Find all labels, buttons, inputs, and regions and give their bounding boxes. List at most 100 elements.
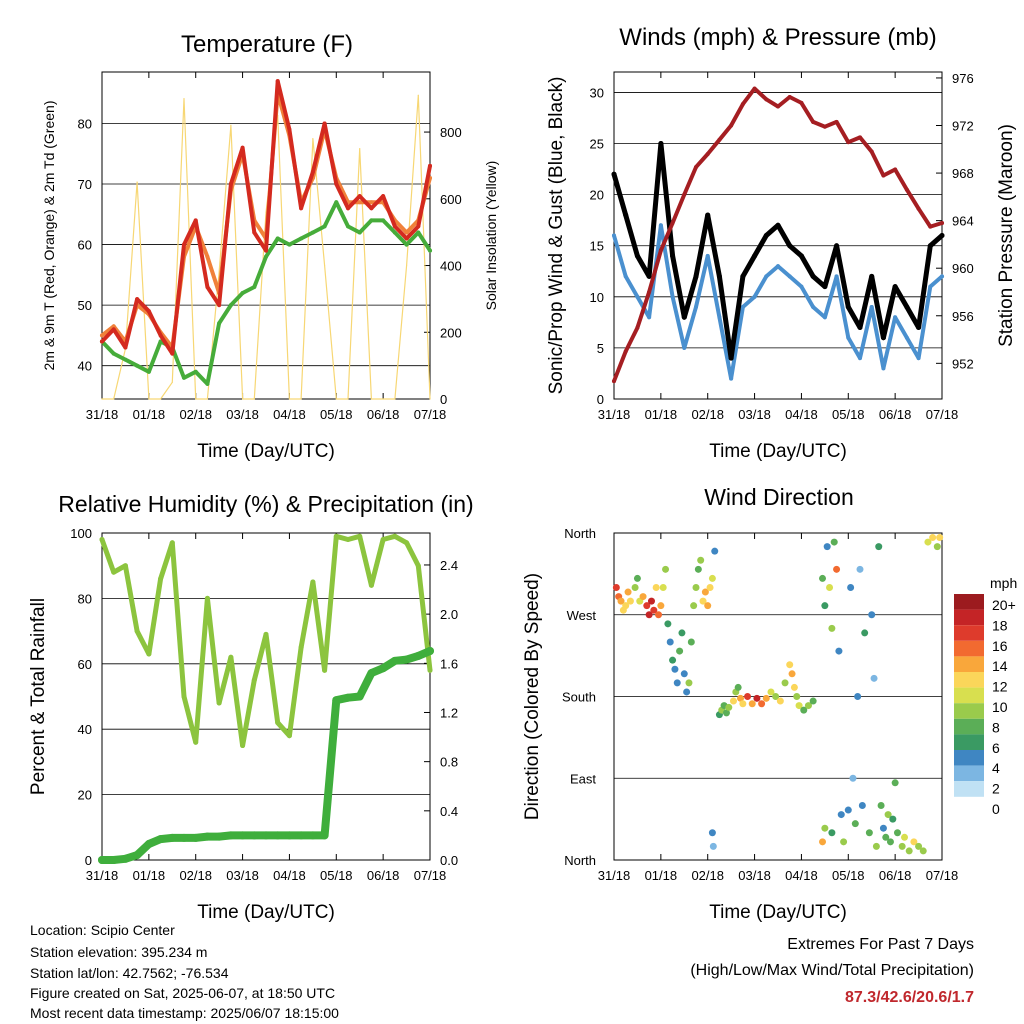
extremes-subtitle: (High/Low/Max Wind/Total Precipitation) xyxy=(690,962,974,979)
temp-2m-line-point xyxy=(146,309,151,314)
temp-2m-line-point xyxy=(287,127,292,132)
humidity-line-point xyxy=(368,582,374,588)
direction-point xyxy=(701,588,709,596)
solar-insolation-line-point xyxy=(183,98,185,100)
wind-gust-line-point xyxy=(634,253,640,259)
wind-speed-line-point xyxy=(834,274,839,279)
y-tick-label: West xyxy=(567,608,597,623)
x-tick-label: 07/18 xyxy=(414,407,447,422)
panel-1: Temperature (F) 31/18 01/18 02/18 03/18 04/18… xyxy=(41,31,499,462)
y-tick-label: 15 xyxy=(590,239,604,254)
temp-2m-line-point xyxy=(346,206,350,211)
direction-point xyxy=(861,629,869,637)
precipitation-line-point xyxy=(156,835,165,844)
humidity-line-point xyxy=(322,667,328,673)
direction-point xyxy=(744,693,752,700)
direction-point xyxy=(821,824,829,832)
direction-point xyxy=(840,838,848,846)
pressure-line-point xyxy=(612,379,616,384)
dewpoint-line-point xyxy=(346,224,350,229)
x-tick-label: 05/18 xyxy=(832,407,865,422)
precipitation-line-point xyxy=(109,856,118,864)
y-tick-label: 80 xyxy=(78,591,92,606)
dewpoint-line-point xyxy=(240,291,245,296)
direction-point xyxy=(882,833,890,841)
precipitation-line-point xyxy=(273,831,282,840)
temp-2m-line-point xyxy=(310,169,315,174)
y2-tick-label: 960 xyxy=(952,261,974,276)
y2-tick-label: 976 xyxy=(952,71,974,86)
x-tick-label: 03/18 xyxy=(226,407,259,422)
humidity-line-point xyxy=(99,537,105,543)
direction-point xyxy=(865,829,873,837)
direction-point xyxy=(673,679,681,687)
x-axis-label: Time (Day/UTC) xyxy=(709,902,847,923)
legend-swatch xyxy=(954,594,984,610)
wind-speed-line-point xyxy=(647,315,652,320)
direction-point xyxy=(776,697,784,705)
dewpoint-line-point xyxy=(357,230,362,235)
direction-point xyxy=(708,574,716,582)
x-tick-label: 31/18 xyxy=(86,407,119,422)
humidity-line-point xyxy=(310,579,316,585)
direction-point xyxy=(711,547,719,555)
direction-point xyxy=(826,584,834,591)
x-tick-label: 05/18 xyxy=(320,868,353,883)
dewpoint-line-point xyxy=(111,351,116,356)
precipitation-line-point xyxy=(215,832,224,841)
y2-tick-label: 964 xyxy=(952,214,974,229)
panel-2: Winds (mph) & Pressure (mb) 31/18 01/18 02/… xyxy=(546,24,1017,462)
wind-speed-line-point xyxy=(858,356,862,361)
y2-tick-label: 1.6 xyxy=(440,656,458,671)
precipitation-line-point xyxy=(379,664,388,673)
x-axis-label: Time (Day/UTC) xyxy=(197,441,335,462)
direction-point xyxy=(666,638,674,646)
y-tick-label: 20 xyxy=(590,188,604,203)
pressure-line-point xyxy=(694,165,698,170)
plot-frame xyxy=(101,532,431,861)
y2-tick-label: 956 xyxy=(952,309,974,324)
direction-point xyxy=(737,694,745,702)
humidity-line-point xyxy=(415,563,421,569)
wind-speed-line-point xyxy=(658,223,663,228)
wind-gust-line-point xyxy=(611,171,617,177)
direction-point xyxy=(919,847,927,855)
wind-speed-line-point xyxy=(612,233,616,238)
precipitation-line-point xyxy=(402,655,411,664)
x-tick-label: 04/18 xyxy=(785,407,818,422)
direction-point xyxy=(901,833,909,841)
direction-point xyxy=(645,611,653,619)
panel-title: Wind Direction xyxy=(704,484,854,510)
legend-swatch xyxy=(954,781,984,797)
x-tick-label: 06/18 xyxy=(879,407,912,422)
legend-swatch xyxy=(954,718,984,735)
direction-point xyxy=(626,597,634,605)
pressure-line-point xyxy=(799,100,804,105)
y-tick-label: 100 xyxy=(70,526,92,541)
y-tick-label: South xyxy=(562,690,596,705)
direction-point xyxy=(819,838,827,846)
direction-point xyxy=(734,683,742,691)
pressure-line-point xyxy=(635,325,640,330)
humidity-line-point xyxy=(181,694,187,699)
latlon-text: Station lat/lon: 42.7562; -76.534 xyxy=(30,965,229,981)
humidity-line-point xyxy=(111,569,117,575)
temp-2m-line-point xyxy=(111,327,116,332)
wind-gust-line-point xyxy=(763,233,769,238)
direction-point xyxy=(868,611,876,619)
wind-gust-line-point xyxy=(658,141,664,147)
legend-swatch xyxy=(954,640,984,657)
direction-point xyxy=(910,838,918,846)
wind-gust-line-point xyxy=(775,222,781,228)
direction-point xyxy=(659,584,667,591)
humidity-line xyxy=(99,533,433,748)
temp-2m-line-point xyxy=(357,194,362,199)
legend-swatch xyxy=(954,703,984,719)
legend-swatch xyxy=(954,734,984,750)
solar-insolation-line-point xyxy=(382,398,384,400)
solar-insolation-line-point xyxy=(312,138,314,140)
direction-point xyxy=(662,565,670,573)
y-tick-label: 20 xyxy=(78,788,92,803)
temp-9m-line-point xyxy=(369,200,374,205)
direction-point xyxy=(612,584,620,591)
